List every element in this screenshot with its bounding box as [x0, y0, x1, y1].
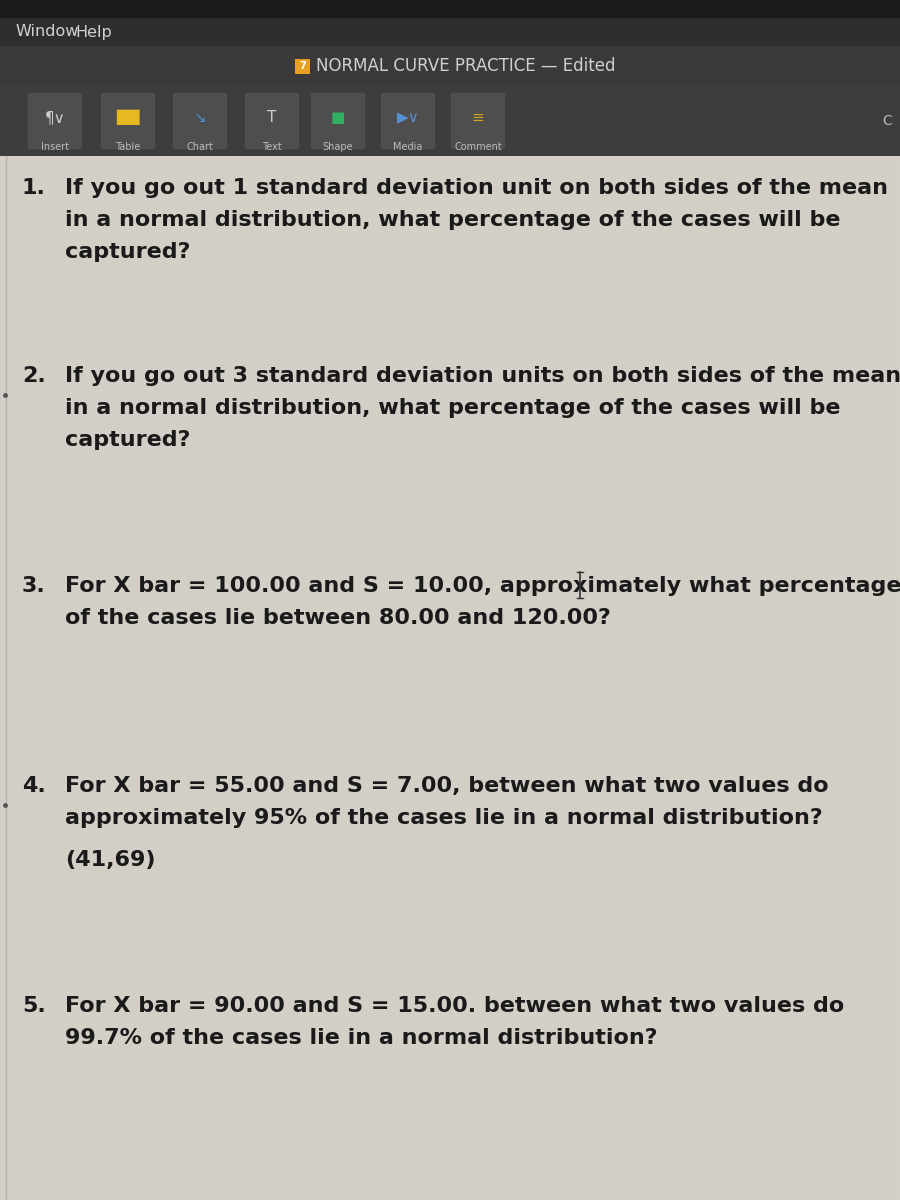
Text: If you go out 3 standard deviation units on both sides of the mean: If you go out 3 standard deviation units… — [65, 366, 900, 386]
Text: in a normal distribution, what percentage of the cases will be: in a normal distribution, what percentag… — [65, 210, 841, 230]
Text: Text: Text — [262, 142, 282, 152]
FancyBboxPatch shape — [311, 92, 365, 149]
FancyBboxPatch shape — [0, 156, 900, 1200]
Text: ≡: ≡ — [472, 110, 484, 125]
Text: 2.: 2. — [22, 366, 46, 386]
Text: T: T — [267, 110, 276, 125]
Text: 4.: 4. — [22, 776, 46, 796]
Text: Shape: Shape — [323, 142, 354, 152]
FancyBboxPatch shape — [28, 92, 82, 149]
FancyBboxPatch shape — [381, 92, 435, 149]
Text: captured?: captured? — [65, 430, 191, 450]
Text: Window: Window — [15, 24, 78, 40]
FancyBboxPatch shape — [451, 92, 505, 149]
FancyBboxPatch shape — [0, 18, 900, 46]
Text: For X bar = 100.00 and S = 10.00, approximately what percentage: For X bar = 100.00 and S = 10.00, approx… — [65, 576, 900, 596]
Text: Table: Table — [115, 142, 140, 152]
Text: 1.: 1. — [22, 178, 46, 198]
Text: 7: 7 — [299, 61, 306, 71]
Text: of the cases lie between 80.00 and 120.00?: of the cases lie between 80.00 and 120.0… — [65, 608, 611, 628]
Text: If you go out 1 standard deviation unit on both sides of the mean: If you go out 1 standard deviation unit … — [65, 178, 888, 198]
Text: Chart: Chart — [186, 142, 213, 152]
Text: captured?: captured? — [65, 242, 191, 262]
Text: ▶∨: ▶∨ — [397, 110, 419, 125]
Text: Help: Help — [75, 24, 112, 40]
Text: ██: ██ — [116, 110, 140, 125]
Text: (41,69): (41,69) — [65, 850, 156, 870]
Text: 3.: 3. — [22, 576, 46, 596]
Text: NORMAL CURVE PRACTICE — Edited: NORMAL CURVE PRACTICE — Edited — [316, 56, 616, 74]
Text: For X bar = 55.00 and S = 7.00, between what two values do: For X bar = 55.00 and S = 7.00, between … — [65, 776, 829, 796]
Text: Media: Media — [393, 142, 423, 152]
FancyBboxPatch shape — [0, 0, 900, 18]
FancyBboxPatch shape — [295, 59, 310, 73]
FancyBboxPatch shape — [245, 92, 299, 149]
Text: C: C — [882, 114, 892, 128]
Text: Insert: Insert — [40, 142, 69, 152]
Text: ■: ■ — [331, 110, 346, 125]
Text: ¶∨: ¶∨ — [45, 110, 66, 125]
FancyBboxPatch shape — [0, 46, 900, 86]
Text: 99.7% of the cases lie in a normal distribution?: 99.7% of the cases lie in a normal distr… — [65, 1028, 658, 1048]
Text: Comment: Comment — [454, 142, 502, 152]
Text: For X bar = 90.00 and S = 15.00. between what two values do: For X bar = 90.00 and S = 15.00. between… — [65, 996, 844, 1016]
FancyBboxPatch shape — [101, 92, 155, 149]
Text: in a normal distribution, what percentage of the cases will be: in a normal distribution, what percentag… — [65, 398, 841, 418]
FancyBboxPatch shape — [173, 92, 227, 149]
Text: approximately 95% of the cases lie in a normal distribution?: approximately 95% of the cases lie in a … — [65, 808, 823, 828]
Text: 5.: 5. — [22, 996, 46, 1016]
Text: ↘: ↘ — [194, 110, 206, 125]
FancyBboxPatch shape — [0, 86, 900, 156]
